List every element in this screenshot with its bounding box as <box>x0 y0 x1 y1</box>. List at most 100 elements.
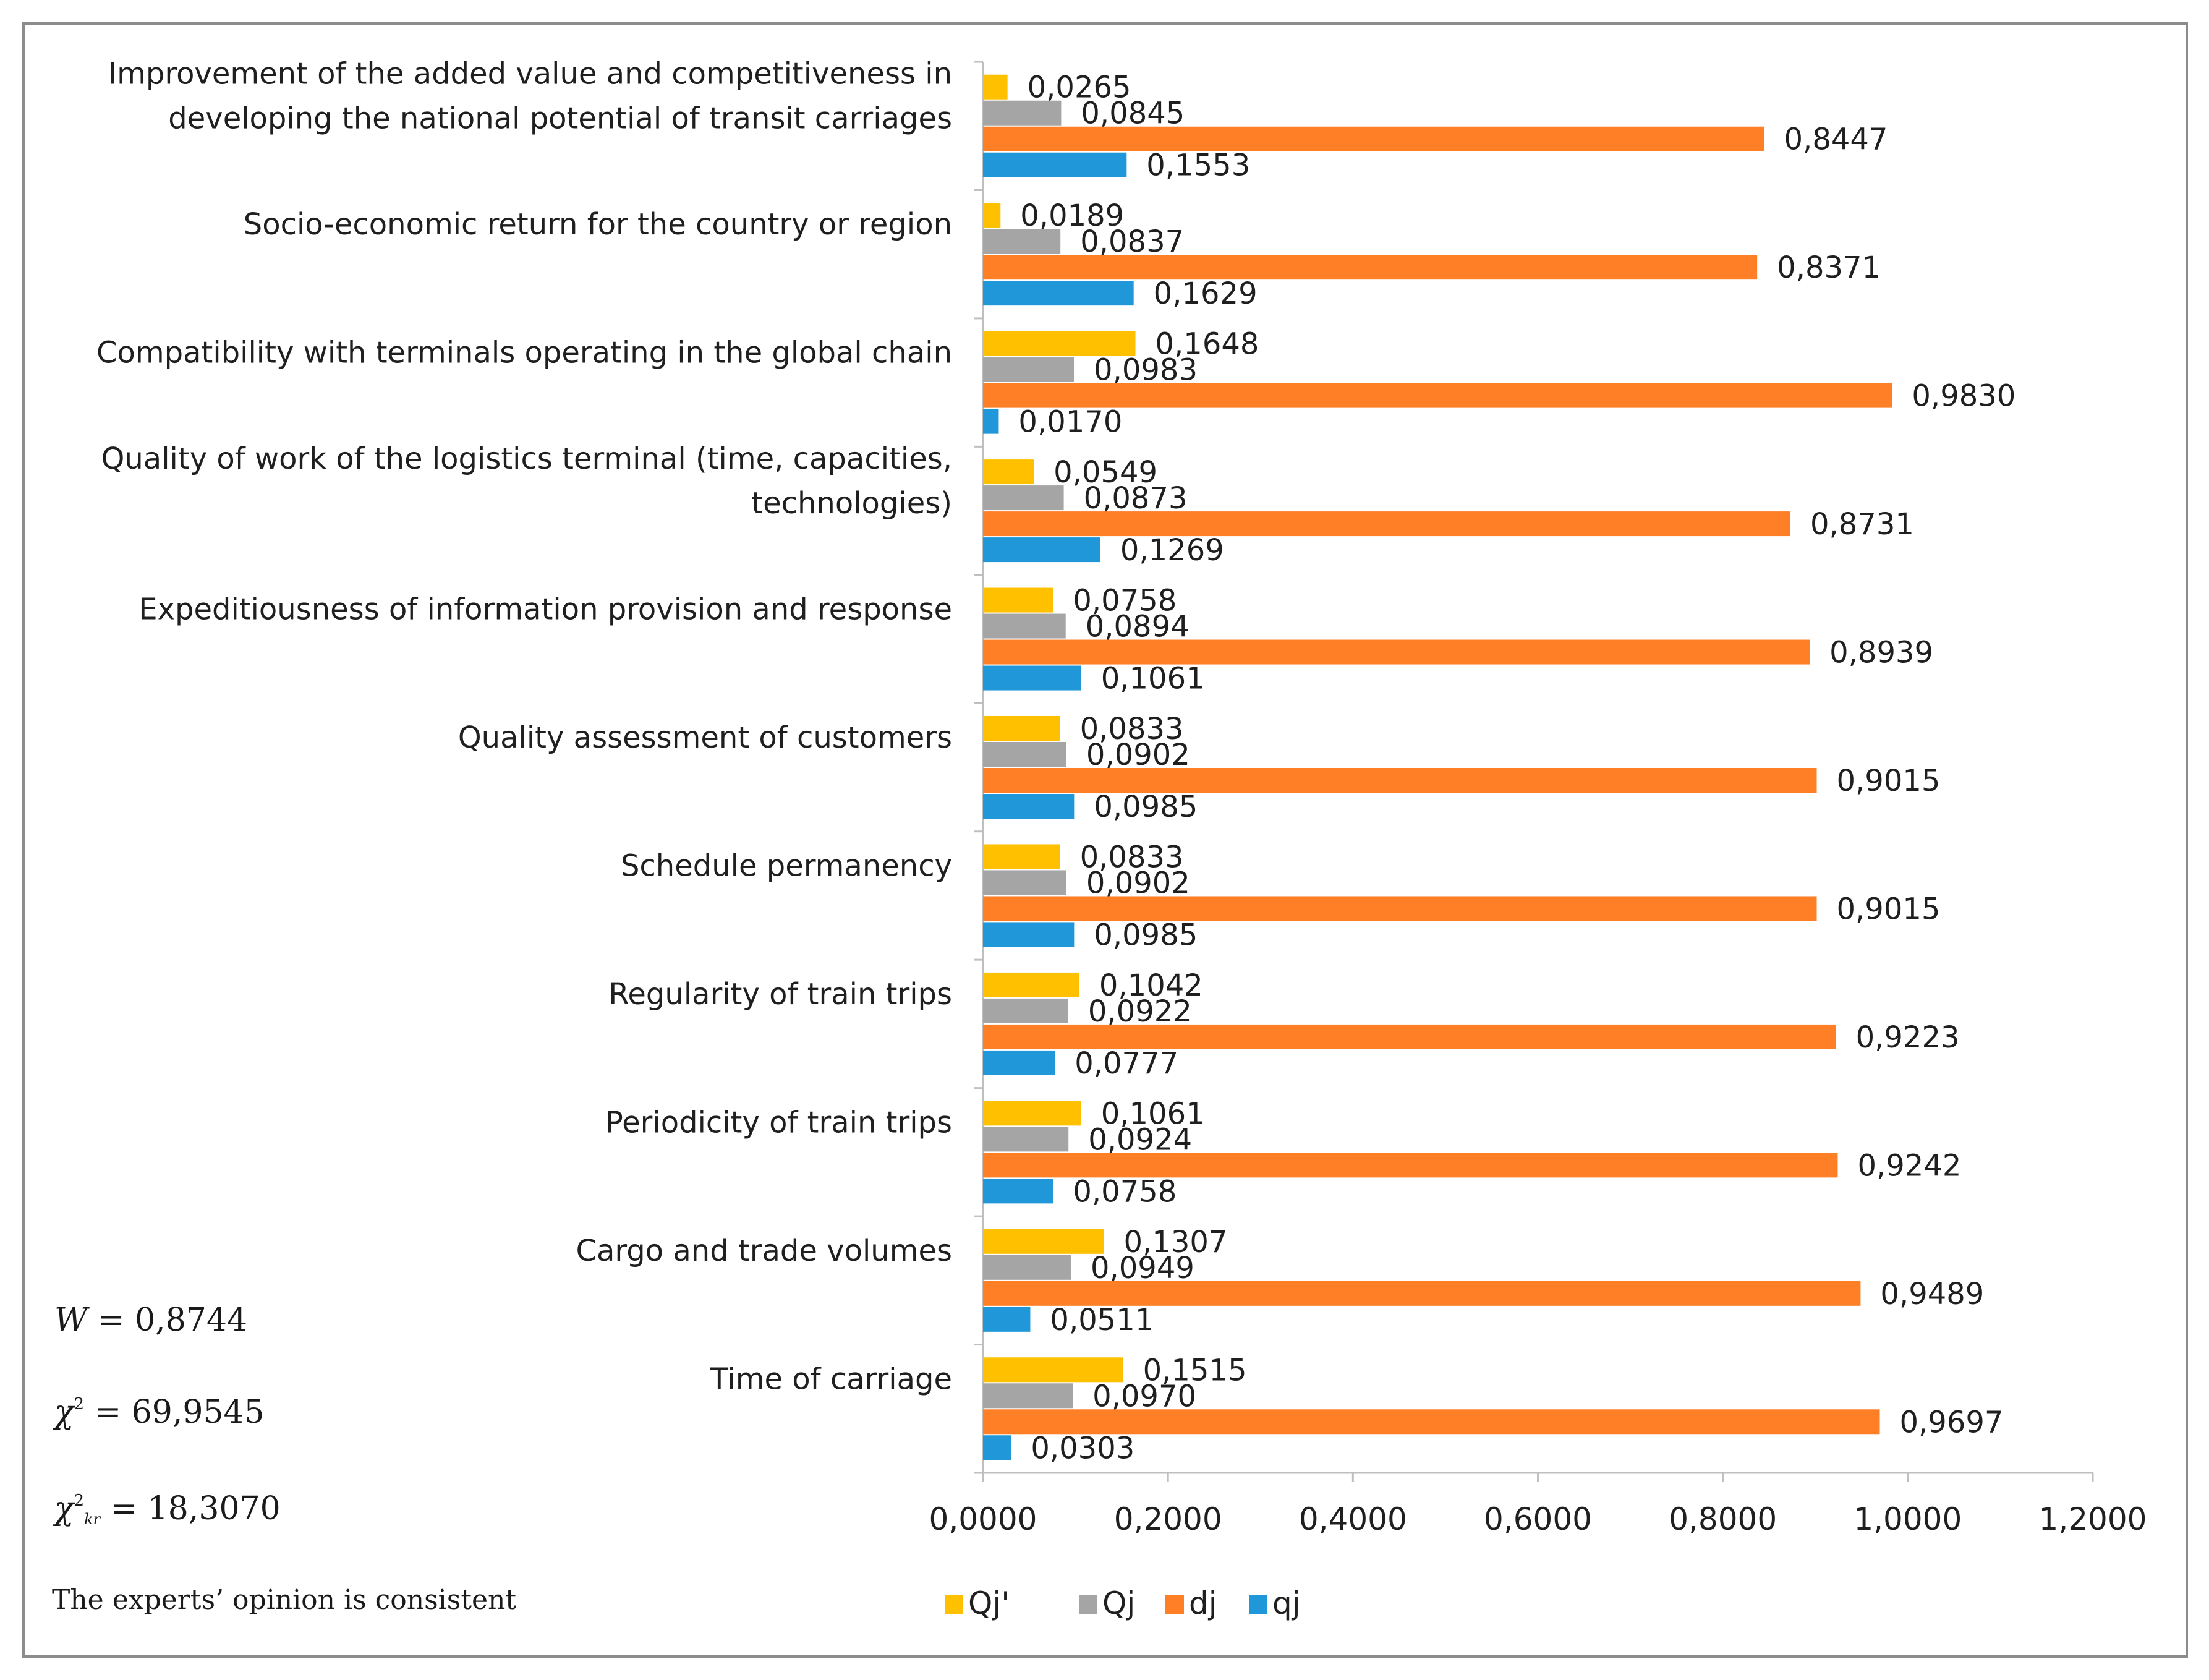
data-label: 0,1042 <box>1099 968 1203 1003</box>
bar-dj <box>983 511 1791 537</box>
category-label: Quality of work of the logistics termina… <box>101 441 952 476</box>
x-tick-label: 0,2000 <box>1114 1501 1222 1537</box>
bar-qj <box>983 485 1064 511</box>
legend-swatch <box>1079 1595 1097 1614</box>
data-label: 0,9697 <box>1900 1405 2004 1439</box>
bar-qj <box>983 665 1081 691</box>
bar-qjp <box>983 1357 1123 1383</box>
data-label: 0,0902 <box>1086 866 1190 900</box>
bar-qj <box>983 1435 1011 1460</box>
data-label: 0,8731 <box>1810 507 1914 542</box>
data-label: 0,1648 <box>1156 327 1259 362</box>
bar-qjp <box>983 459 1034 485</box>
category-label: Socio-economic return for the country or… <box>244 207 952 242</box>
category-label: Quality assessment of customers <box>458 720 952 755</box>
category-label: Time of carriage <box>710 1362 952 1396</box>
data-label: 0,0265 <box>1028 70 1131 105</box>
data-label: 0,0873 <box>1084 481 1188 516</box>
data-label: 0,0985 <box>1094 790 1198 824</box>
data-label: 0,1061 <box>1101 1096 1205 1131</box>
data-label: 0,9489 <box>1880 1277 1984 1311</box>
category-label: Cargo and trade volumes <box>576 1234 952 1268</box>
x-tick-label: 1,0000 <box>1854 1501 1962 1537</box>
bar-qj <box>983 998 1068 1023</box>
data-label: 0,1269 <box>1120 533 1224 568</box>
data-label: 0,0845 <box>1081 96 1185 131</box>
bar-qj <box>983 100 1062 126</box>
data-label: 0,1629 <box>1154 276 1258 311</box>
data-label: 0,0894 <box>1086 610 1190 644</box>
bar-qj <box>983 1383 1073 1409</box>
bar-qjp <box>983 587 1053 613</box>
bar-qj <box>983 794 1075 819</box>
legend-label: Qj <box>1102 1585 1135 1621</box>
data-label: 0,0758 <box>1073 584 1177 618</box>
category-label: developing the national potential of tra… <box>168 101 952 136</box>
stat-chi-square-critical: χ2kr = 18,3070 <box>54 1490 281 1528</box>
bar-qjp <box>983 331 1136 356</box>
bar-qj <box>983 281 1134 306</box>
category-label: Regularity of train trips <box>608 977 952 1012</box>
bar-qj <box>983 1179 1053 1204</box>
category-label: Improvement of the added value and compe… <box>108 57 952 92</box>
bar-qjp <box>983 1229 1104 1254</box>
data-label: 0,0549 <box>1053 455 1157 490</box>
data-label: 0,1061 <box>1101 662 1205 696</box>
data-label: 0,0902 <box>1086 738 1190 772</box>
data-label: 0,9242 <box>1857 1148 1961 1183</box>
bar-qj <box>983 357 1075 382</box>
legend-label: qj <box>1272 1585 1301 1621</box>
bar-dj <box>983 768 1817 793</box>
data-label: 0,0922 <box>1088 994 1192 1029</box>
data-label: 0,9015 <box>1836 892 1940 926</box>
data-label: 0,8371 <box>1777 250 1881 285</box>
x-tick-label: 0,0000 <box>929 1501 1037 1537</box>
bar-qj <box>983 1050 1055 1075</box>
data-label: 0,0924 <box>1088 1122 1192 1157</box>
bar-qj <box>983 870 1066 895</box>
data-label: 0,0511 <box>1050 1303 1154 1337</box>
bar-dj <box>983 255 1758 280</box>
data-label: 0,0837 <box>1080 224 1184 259</box>
bar-qj <box>983 613 1066 639</box>
category-label: Schedule permanency <box>621 848 952 883</box>
data-label: 0,0983 <box>1094 353 1198 388</box>
bar-dj <box>983 1024 1836 1049</box>
bar-qj <box>983 409 999 434</box>
consistency-note: The experts’ opinion is consistent <box>52 1584 517 1616</box>
bar-qj <box>983 922 1075 947</box>
data-label: 0,0303 <box>1031 1431 1134 1465</box>
bar-qjp <box>983 972 1079 997</box>
data-label: 0,0758 <box>1073 1174 1177 1209</box>
bar-qjp <box>983 716 1060 741</box>
data-label: 0,1553 <box>1146 148 1250 183</box>
bar-qj <box>983 742 1066 767</box>
stat-w: W = 0,8744 <box>54 1302 248 1339</box>
legend-swatch <box>1249 1595 1267 1614</box>
bar-qj <box>983 152 1127 177</box>
data-label: 0,0985 <box>1094 918 1198 952</box>
x-tick-label: 1,2000 <box>2039 1501 2147 1537</box>
bar-qj <box>983 229 1061 254</box>
data-label: 0,0189 <box>1020 198 1124 233</box>
bar-qj <box>983 1255 1071 1280</box>
bar-qj <box>983 1307 1031 1332</box>
bar-dj <box>983 1153 1838 1178</box>
legend-label: Qj' <box>968 1585 1010 1621</box>
bar-dj <box>983 126 1764 151</box>
legend-label: dj <box>1189 1585 1217 1621</box>
x-tick-label: 0,6000 <box>1484 1501 1592 1537</box>
bar-qjp <box>983 74 1008 100</box>
data-label: 0,9223 <box>1856 1020 1960 1055</box>
data-label: 0,8939 <box>1829 636 1933 670</box>
bar-qjp <box>983 844 1060 869</box>
stat-chi-square: χ2 = 69,9545 <box>54 1394 265 1431</box>
category-label: technologies) <box>751 486 952 521</box>
bar-qj <box>983 537 1100 563</box>
legend-swatch <box>1165 1595 1184 1614</box>
data-label: 0,9015 <box>1836 764 1940 798</box>
category-label: Compatibility with terminals operating i… <box>96 336 952 370</box>
data-label: 0,0833 <box>1080 840 1184 874</box>
category-label: Periodicity of train trips <box>605 1105 952 1140</box>
